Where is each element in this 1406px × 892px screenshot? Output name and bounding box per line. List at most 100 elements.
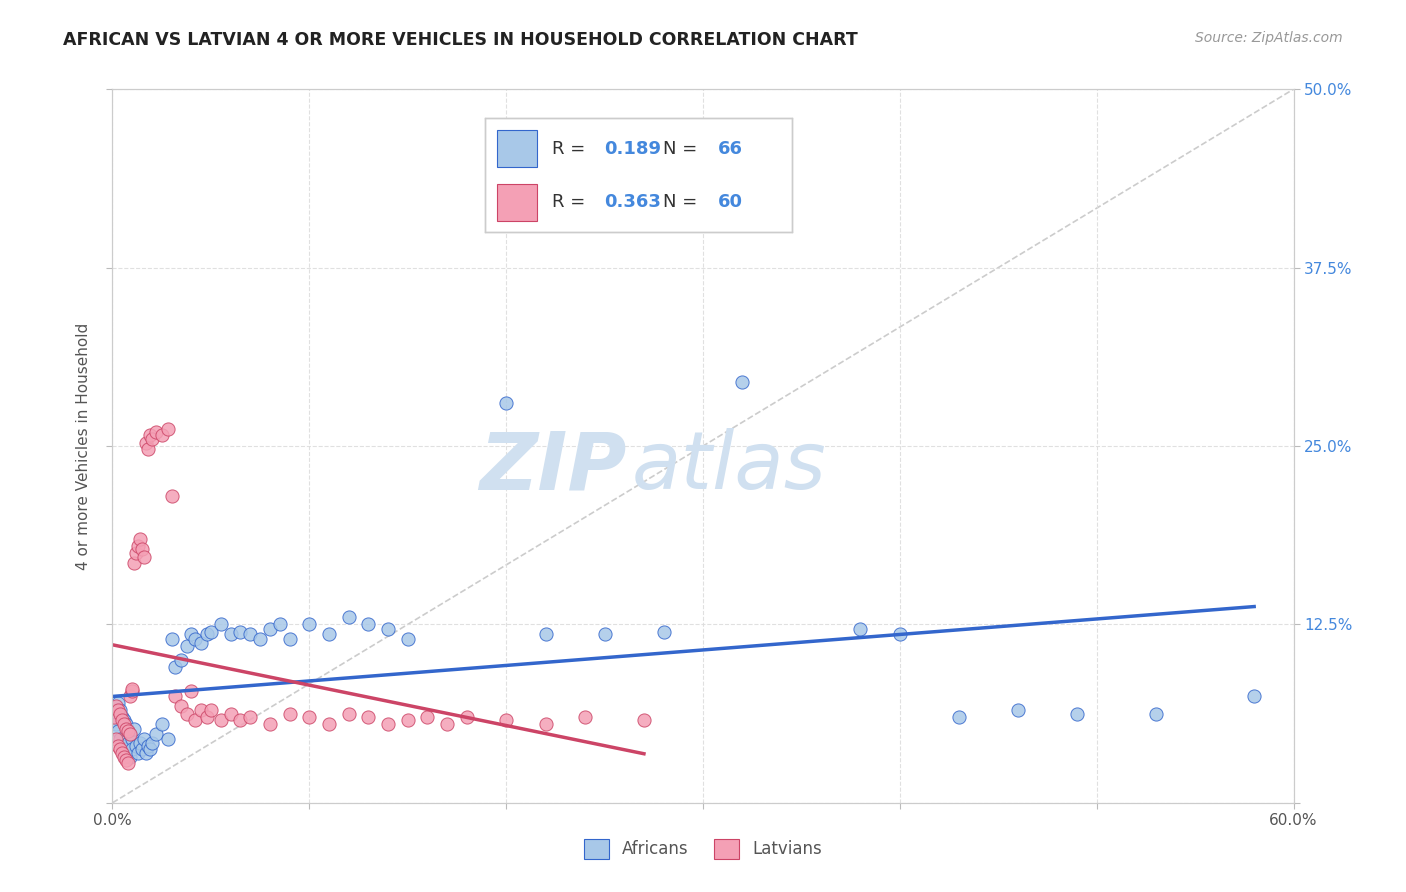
Point — [132, 550, 155, 565]
Point — [127, 746, 149, 760]
Point — [377, 622, 399, 636]
Point — [136, 442, 159, 456]
Point — [110, 707, 132, 722]
Point — [209, 617, 232, 632]
Point — [105, 717, 128, 731]
Point — [731, 375, 754, 389]
Point — [150, 427, 173, 442]
Point — [239, 710, 262, 724]
Point — [131, 541, 153, 556]
Point — [121, 731, 143, 746]
Point — [200, 624, 222, 639]
Point — [110, 741, 132, 756]
Point — [135, 436, 157, 450]
Text: AFRICAN VS LATVIAN 4 OR MORE VEHICLES IN HOUSEHOLD CORRELATION CHART: AFRICAN VS LATVIAN 4 OR MORE VEHICLES IN… — [63, 31, 858, 49]
Point — [150, 717, 173, 731]
Point — [278, 707, 301, 722]
Point — [200, 703, 222, 717]
Point — [849, 622, 872, 636]
Point — [112, 750, 135, 764]
Point — [107, 696, 129, 710]
Point — [948, 710, 970, 724]
Text: ZIP: ZIP — [479, 428, 626, 507]
Point — [156, 731, 179, 746]
Point — [180, 684, 202, 698]
Point — [195, 627, 218, 641]
Point — [249, 632, 271, 646]
Point — [219, 627, 242, 641]
Point — [1066, 707, 1088, 722]
Point — [115, 741, 138, 756]
Point — [652, 624, 675, 639]
Point — [129, 736, 152, 750]
Point — [122, 556, 145, 570]
Point — [377, 717, 399, 731]
Point — [115, 717, 138, 731]
Point — [120, 727, 142, 741]
Point — [229, 713, 252, 727]
Point — [125, 546, 148, 560]
Point — [117, 756, 139, 770]
Point — [574, 710, 596, 724]
Text: atlas: atlas — [633, 428, 827, 507]
Point — [593, 627, 616, 641]
Point — [110, 703, 132, 717]
Point — [259, 622, 281, 636]
Point — [170, 698, 193, 713]
Point — [176, 707, 198, 722]
Point — [121, 684, 143, 698]
Point — [160, 489, 183, 503]
Point — [139, 427, 162, 442]
Point — [195, 710, 218, 724]
Point — [121, 681, 143, 696]
Point — [170, 653, 193, 667]
Point — [259, 717, 281, 731]
Point — [111, 739, 134, 753]
Point — [184, 632, 207, 646]
Point — [136, 739, 159, 753]
Point — [239, 627, 262, 641]
Point — [120, 750, 142, 764]
Point — [120, 689, 142, 703]
Point — [495, 396, 517, 410]
Point — [112, 746, 135, 760]
Point — [1144, 707, 1167, 722]
Point — [190, 703, 212, 717]
Point — [318, 717, 340, 731]
Point — [184, 713, 207, 727]
Point — [107, 739, 129, 753]
Point — [456, 710, 478, 724]
Point — [129, 532, 152, 546]
Point — [209, 713, 232, 727]
Point — [121, 741, 143, 756]
Point — [122, 722, 145, 736]
Point — [139, 741, 162, 756]
Point — [131, 741, 153, 756]
Point — [105, 698, 128, 713]
Point — [111, 746, 134, 760]
Point — [318, 627, 340, 641]
Point — [135, 746, 157, 760]
Point — [534, 717, 557, 731]
Point — [103, 710, 125, 724]
Point — [132, 731, 155, 746]
Point — [105, 731, 128, 746]
Point — [111, 713, 134, 727]
Point — [396, 632, 419, 646]
Point — [127, 539, 149, 553]
Point — [176, 639, 198, 653]
Y-axis label: 4 or more Vehicles in Household: 4 or more Vehicles in Household — [76, 322, 91, 570]
Point — [110, 731, 132, 746]
Point — [107, 724, 129, 739]
Point — [180, 627, 202, 641]
Point — [115, 753, 138, 767]
Point — [111, 710, 134, 724]
Point — [160, 632, 183, 646]
Point — [1007, 703, 1029, 717]
Point — [298, 617, 321, 632]
Point — [416, 710, 439, 724]
Point — [219, 707, 242, 722]
Point — [117, 736, 139, 750]
Point — [357, 617, 380, 632]
Point — [337, 610, 360, 624]
